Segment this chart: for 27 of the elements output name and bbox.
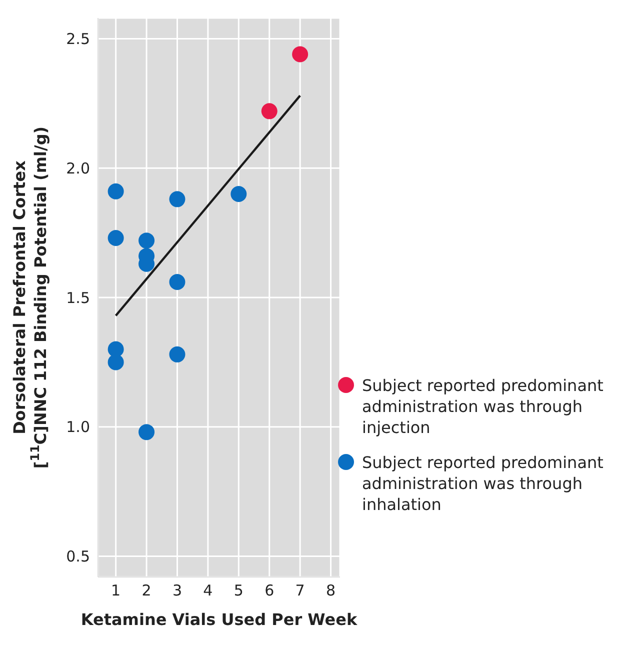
- legend-label: Subject reported predominant administration was through injection: [362, 375, 604, 438]
- point: [108, 230, 124, 246]
- x-tick-label: 5: [234, 582, 244, 600]
- point: [169, 274, 186, 290]
- x-tick-label: 4: [203, 582, 213, 600]
- y-tick-label: 2.0: [66, 159, 90, 178]
- x-tick-label: 2: [142, 582, 152, 600]
- point: [230, 186, 247, 202]
- point: [169, 191, 186, 208]
- point: [138, 424, 155, 440]
- x-axis-title: Ketamine Vials Used Per Week: [80, 610, 358, 629]
- x-tick-label: 3: [172, 582, 182, 600]
- y-tick-label: 1.0: [66, 418, 90, 436]
- x-tick-label: 6: [264, 582, 274, 600]
- y-tick-label: 2.5: [66, 30, 90, 48]
- point: [138, 232, 155, 249]
- x-tick-label: 8: [326, 582, 336, 600]
- y-tick-label: 1.5: [66, 288, 90, 307]
- x-tick-label: 7: [295, 582, 305, 600]
- point: [108, 183, 124, 200]
- point: [169, 346, 186, 362]
- point: [261, 103, 278, 120]
- y-tick-label: 0.5: [66, 548, 90, 566]
- legend-label: Subject reported predominant administration was through inhalation: [362, 452, 604, 515]
- point: [108, 354, 124, 370]
- x-tick-label: 1: [111, 582, 121, 600]
- point: [292, 46, 308, 62]
